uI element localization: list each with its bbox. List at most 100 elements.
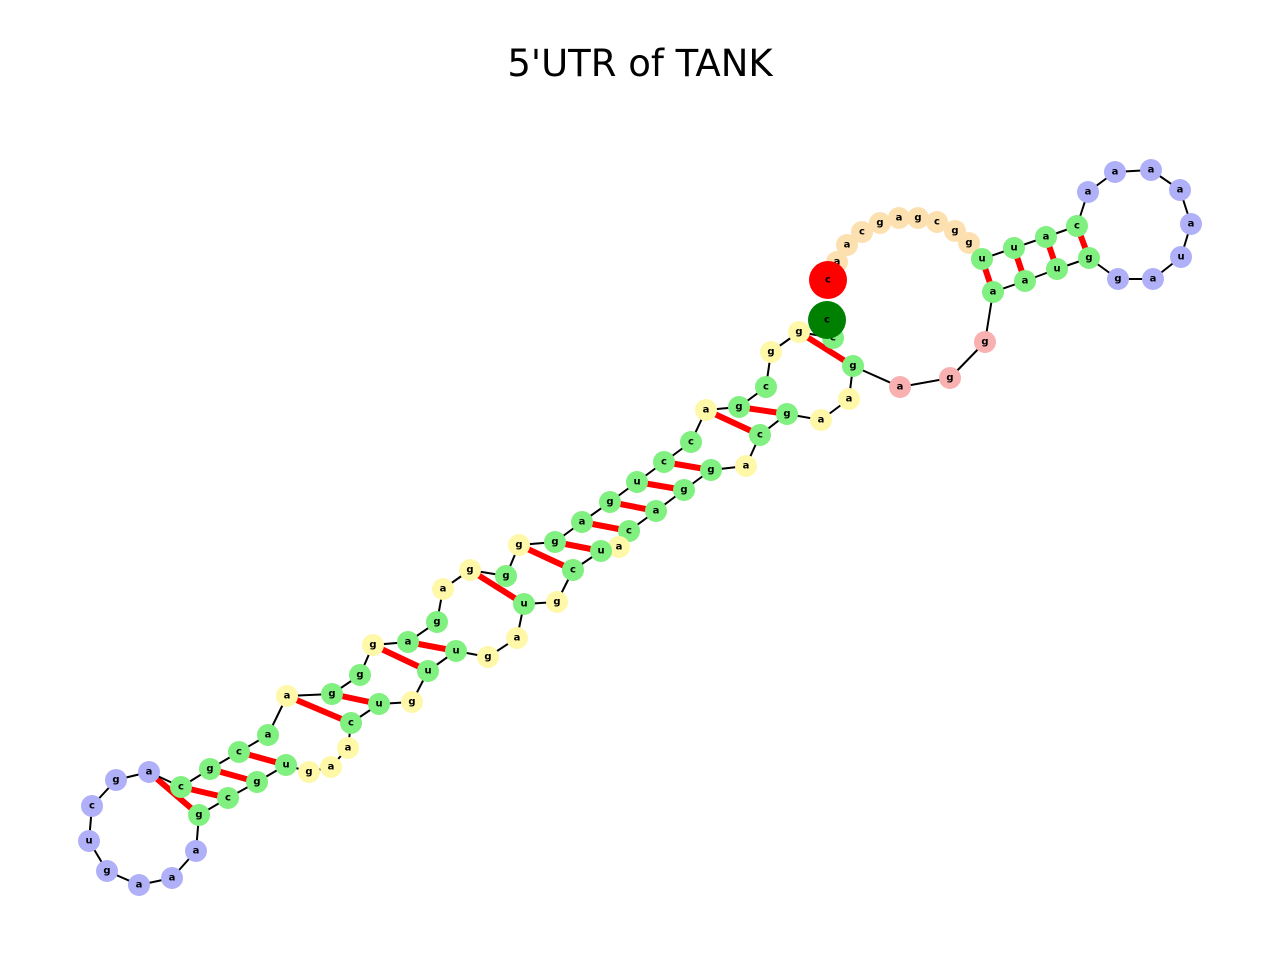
nucleotide-circle [78, 830, 100, 852]
nucleotide-label: a [897, 382, 904, 393]
nucleotide-circle [653, 451, 675, 473]
nucleotide-label: a [440, 584, 447, 595]
nucleotide-circle [445, 640, 467, 662]
nucleotide-node: g [728, 396, 750, 418]
nucleotide-node: g [673, 479, 695, 501]
nucleotide-circle [320, 756, 342, 778]
nucleotide-label: a [896, 213, 903, 224]
nucleotide-label: u [520, 599, 527, 610]
nucleotide-circle [776, 403, 798, 425]
nucleotide-node: a [695, 399, 717, 421]
nucleotide-node: a [838, 388, 860, 410]
nucleotide-node: a [320, 756, 342, 778]
nucleotide-node: a [1014, 270, 1036, 292]
nucleotide-node: u [1170, 246, 1192, 268]
nucleotide-node: g [349, 664, 371, 686]
nucleotide-node: a [982, 281, 1004, 303]
nucleotide-node: g [199, 758, 221, 780]
nucleotide-label: g [795, 327, 802, 338]
nucleotide-node: u [1046, 258, 1068, 280]
nucleotide-circle [96, 860, 118, 882]
nucleotide-label: g [433, 617, 440, 628]
nucleotide-circle [939, 367, 961, 389]
nucleotide-node: g [869, 212, 891, 234]
nucleotide-label: a [146, 767, 153, 778]
nucleotide-label: a [1085, 187, 1092, 198]
nucleotide-node: a [506, 627, 528, 649]
nucleotide-circle [459, 559, 481, 581]
nucleotide-node: g [760, 341, 782, 363]
nucleotide-node: c [340, 712, 362, 734]
nucleotide-circle [246, 771, 268, 793]
nucleotide-label: a [1177, 185, 1184, 196]
nucleotide-circle [1107, 268, 1129, 290]
nucleotide-node: a [608, 536, 630, 558]
nucleotide-node: g [958, 232, 980, 254]
nucleotide-circle [562, 559, 584, 581]
nucleotide-label: c [1074, 221, 1080, 232]
nucleotide-circle [188, 804, 210, 826]
nucleotide-circle [735, 455, 757, 477]
nucleotide-circle [1140, 159, 1162, 181]
nucleotide-label: a [514, 633, 521, 644]
nucleotide-node: u [78, 830, 100, 852]
nucleotide-label: a [1022, 276, 1029, 287]
nucleotide-circle [321, 683, 343, 705]
nucleotide-circle [728, 396, 750, 418]
nucleotide-node: g [700, 459, 722, 481]
nucleotide-circle [257, 724, 279, 746]
nucleotide-label: a [169, 873, 176, 884]
nucleotide-circle [495, 565, 517, 587]
nucleotide-circle [199, 758, 221, 780]
nucleotide-label: a [616, 542, 623, 553]
nucleotide-label: g [849, 361, 856, 372]
nucleotide-circle [275, 754, 297, 776]
nucleotide-node: g [939, 367, 961, 389]
nucleotide-circle [626, 471, 648, 493]
end-marker-node: c [808, 301, 846, 339]
nucleotide-node: g [776, 403, 798, 425]
nucleotide-circle [544, 531, 566, 553]
nucleotide-circle [760, 341, 782, 363]
nucleotide-circle [1142, 268, 1164, 290]
nucleotide-circle [1003, 237, 1025, 259]
nucleotide-node: u [417, 660, 439, 682]
nucleotide-label: g [914, 213, 921, 224]
nucleotide-circle [506, 627, 528, 649]
nucleotide-circle [138, 761, 160, 783]
nucleotide-label: g [783, 409, 790, 420]
nucleotide-label: a [743, 461, 750, 472]
nucleotide-circle [128, 874, 150, 896]
nucleotide-circle [982, 281, 1004, 303]
nucleotide-circle [432, 578, 454, 600]
nucleotide-circle [349, 664, 371, 686]
nucleotide-label: u [1010, 243, 1017, 254]
nucleotide-circle [1078, 247, 1100, 269]
nucleotide-node: g [401, 691, 423, 713]
nucleotide-label: c [859, 227, 865, 238]
nucleotide-label: a [846, 394, 853, 405]
nucleotide-label: g [1085, 253, 1092, 264]
nucleotide-label: a [1112, 167, 1119, 178]
nucleotide-node: c [926, 211, 948, 233]
nucleotide-circle [185, 840, 207, 862]
nucleotide-label: a [284, 691, 291, 702]
nucleotide-node: u [513, 593, 535, 615]
nucleotide-label: g [981, 337, 988, 348]
nucleotide-circle [1035, 226, 1057, 248]
nucleotide-label: u [1053, 264, 1060, 275]
nucleotide-node: a [1077, 181, 1099, 203]
nucleotide-label: u [633, 477, 640, 488]
nucleotide-circle [161, 867, 183, 889]
nucleotide-node: g [298, 761, 320, 783]
nucleotide-node: g [188, 804, 210, 826]
nucleotide-label: a [1150, 274, 1157, 285]
nucleotide-circle [842, 355, 864, 377]
nucleotide-label: a [834, 257, 841, 268]
nucleotide-label: a [1188, 219, 1195, 230]
nucleotide-circle [755, 376, 777, 398]
nucleotide-circle [513, 593, 535, 615]
start-marker-node: c [809, 261, 847, 299]
